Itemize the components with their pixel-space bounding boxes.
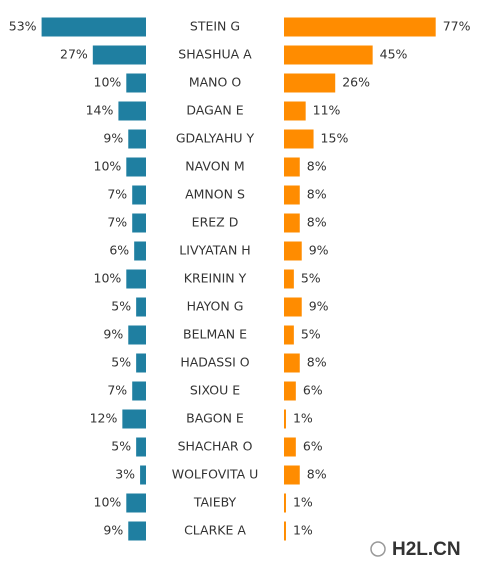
left-value-label: 9%: [103, 523, 123, 538]
left-bar: [126, 493, 146, 513]
right-bar: [284, 465, 300, 485]
watermark-text: H2L.CN: [392, 539, 461, 560]
category-label: DAGAN E: [186, 103, 243, 118]
watermark: H2L.CN: [370, 539, 461, 560]
right-value-label: 8%: [307, 159, 327, 174]
watermark-icon: [370, 541, 386, 557]
left-value-label: 12%: [90, 411, 118, 426]
right-bar: [284, 241, 302, 261]
left-value-label: 5%: [111, 299, 131, 314]
right-value-label: 77%: [443, 19, 471, 34]
right-value-label: 6%: [303, 439, 323, 454]
left-bar: [126, 269, 146, 289]
left-bar: [128, 325, 146, 345]
right-bar: [284, 381, 296, 401]
category-label: SHASHUA A: [178, 47, 252, 62]
right-value-label: 11%: [313, 103, 341, 118]
left-bar: [140, 465, 146, 485]
left-value-label: 6%: [109, 243, 129, 258]
category-label: NAVON M: [185, 159, 244, 174]
left-value-label: 53%: [9, 19, 37, 34]
category-label: SIXOU E: [190, 383, 240, 398]
category-label: BELMAN E: [183, 327, 247, 342]
right-value-label: 1%: [293, 523, 313, 538]
right-value-label: 9%: [309, 299, 329, 314]
left-value-label: 7%: [107, 187, 127, 202]
left-bar: [136, 353, 146, 373]
category-label: SHACHAR O: [178, 439, 253, 454]
left-value-label: 5%: [111, 355, 131, 370]
right-bar: [284, 185, 300, 205]
left-value-label: 14%: [86, 103, 114, 118]
left-value-label: 10%: [94, 159, 122, 174]
left-bar: [126, 157, 146, 177]
left-value-label: 10%: [94, 75, 122, 90]
right-bar: [284, 353, 300, 373]
right-value-label: 5%: [301, 327, 321, 342]
right-bar: [284, 129, 314, 149]
right-value-label: 1%: [293, 495, 313, 510]
left-bar: [136, 437, 146, 457]
right-bar: [284, 409, 286, 429]
right-bar: [284, 437, 296, 457]
left-value-label: 3%: [115, 467, 135, 482]
category-label: EREZ D: [192, 215, 239, 230]
right-bar: [284, 493, 286, 513]
right-value-label: 9%: [309, 243, 329, 258]
category-label: LIVYATAN H: [179, 243, 250, 258]
left-bar: [136, 297, 146, 317]
left-bar: [122, 409, 146, 429]
right-value-label: 8%: [307, 215, 327, 230]
left-value-label: 10%: [94, 271, 122, 286]
right-bar: [284, 297, 302, 317]
right-value-label: 45%: [380, 47, 408, 62]
left-value-label: 7%: [107, 215, 127, 230]
category-label: WOLFOVITA U: [172, 467, 259, 482]
left-bar: [118, 101, 146, 121]
left-bar: [132, 213, 146, 233]
category-label: GDALYAHU Y: [176, 131, 255, 146]
right-bar: [284, 269, 294, 289]
right-value-label: 1%: [293, 411, 313, 426]
left-value-label: 27%: [60, 47, 88, 62]
right-value-label: 8%: [307, 187, 327, 202]
right-bar: [284, 157, 300, 177]
right-value-label: 26%: [342, 75, 370, 90]
category-label: HADASSI O: [180, 355, 249, 370]
right-bar: [284, 17, 436, 37]
category-label: STEIN G: [190, 19, 240, 34]
left-value-label: 10%: [94, 495, 122, 510]
right-value-label: 8%: [307, 355, 327, 370]
category-label: BAGON E: [186, 411, 244, 426]
left-value-label: 9%: [103, 327, 123, 342]
left-bar: [128, 129, 146, 149]
left-value-label: 7%: [107, 383, 127, 398]
left-bar: [92, 45, 146, 65]
category-label: HAYON G: [187, 299, 244, 314]
left-value-label: 5%: [111, 439, 131, 454]
right-value-label: 5%: [301, 271, 321, 286]
category-label: KREININ Y: [184, 271, 247, 286]
left-bar: [134, 241, 146, 261]
category-label: MANO O: [189, 75, 241, 90]
category-label: TAIEBY: [193, 495, 237, 510]
right-bar: [284, 213, 300, 233]
right-bar: [284, 101, 306, 121]
right-bar: [284, 45, 373, 65]
category-label: AMNON S: [185, 187, 245, 202]
left-bar: [132, 381, 146, 401]
left-bar: [41, 17, 147, 37]
left-bar: [126, 73, 146, 93]
right-value-label: 8%: [307, 467, 327, 482]
category-label: CLARKE A: [184, 523, 246, 538]
right-value-label: 15%: [321, 131, 349, 146]
right-bar: [284, 73, 336, 93]
right-value-label: 6%: [303, 383, 323, 398]
right-bar: [284, 521, 286, 541]
left-bar: [128, 521, 146, 541]
right-bar: [284, 325, 294, 345]
left-value-label: 9%: [103, 131, 123, 146]
left-bar: [132, 185, 146, 205]
